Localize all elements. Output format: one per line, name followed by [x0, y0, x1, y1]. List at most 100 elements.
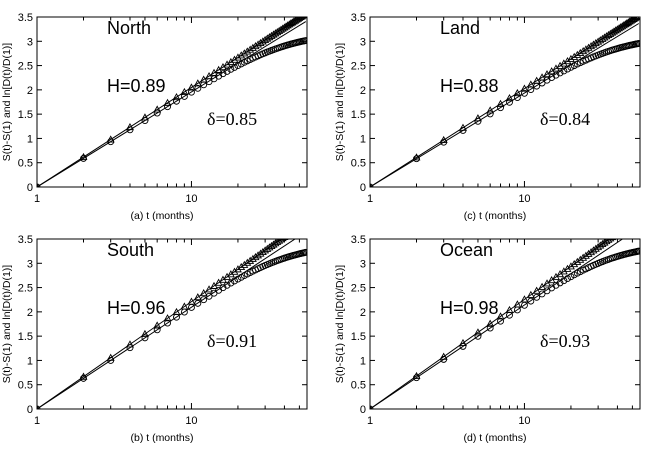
delta-annotation: δ=0.85	[207, 109, 257, 129]
y-tick-label: 2	[27, 85, 33, 97]
y-tick-label: 3.5	[351, 234, 366, 246]
panel-title: North	[107, 18, 151, 38]
data-point-D	[173, 97, 180, 105]
H-annotation: H=0.98	[440, 298, 499, 318]
data-point-S	[300, 221, 306, 227]
y-axis-label: S(t)-S(1) and ln[D(t)/D(1)]	[1, 43, 13, 162]
data-point-D	[194, 84, 202, 92]
data-point-D	[459, 342, 467, 350]
data-point-D	[513, 94, 521, 101]
data-point-S	[618, 228, 624, 234]
delta-annotation: δ=0.91	[207, 331, 257, 351]
data-point-S	[296, 223, 302, 229]
data-point-S	[566, 54, 575, 62]
data-point-S	[626, 222, 632, 228]
panel-title: Ocean	[440, 240, 493, 260]
plot-area	[370, 17, 640, 187]
data-point-D	[187, 88, 195, 96]
data-point-D	[223, 68, 231, 75]
data-point-S	[140, 329, 149, 337]
data-point-S	[619, 227, 625, 233]
data-point-S	[37, 182, 40, 187]
data-point-S	[240, 49, 249, 57]
data-point-S	[298, 17, 306, 20]
data-point-S	[243, 258, 252, 266]
H-annotation: H=0.96	[107, 298, 166, 318]
fit-line-delta	[37, 239, 296, 409]
plot-frame	[369, 238, 641, 410]
x-tick-label: 10	[185, 193, 197, 205]
data-point-S	[153, 321, 162, 329]
data-point-S	[629, 220, 635, 226]
data-point-S	[291, 227, 297, 233]
fit-line-H	[370, 239, 611, 409]
data-point-S	[634, 17, 640, 19]
data-point-S	[581, 251, 590, 259]
fit-line-H	[370, 17, 638, 187]
y-tick-label: 0.5	[351, 380, 366, 392]
data-point-D	[459, 126, 467, 134]
data-point-S	[79, 372, 88, 380]
data-point-S	[292, 226, 298, 232]
data-point-D	[635, 40, 640, 47]
data-point-S	[237, 51, 246, 59]
data-point-S	[243, 47, 252, 55]
data-point-S	[303, 219, 309, 225]
x-axis-caption: (d) t (months)	[463, 432, 526, 444]
data-point-S	[628, 221, 634, 227]
data-point-S	[624, 224, 630, 230]
y-tick-label: 2.5	[351, 283, 366, 295]
y-tick-label: 3	[27, 36, 33, 48]
data-point-D	[527, 297, 535, 305]
data-point-D	[560, 277, 568, 285]
y-tick-label: 1	[27, 133, 33, 145]
data-point-S	[526, 80, 535, 88]
data-point-D	[141, 117, 149, 125]
data-point-S	[301, 220, 307, 226]
data-point-S	[230, 267, 239, 275]
data-point-S	[251, 252, 260, 261]
y-tick-label: 2.5	[351, 61, 366, 73]
data-point-D	[231, 63, 238, 71]
data-point-D	[413, 155, 420, 163]
data-point-S	[275, 26, 284, 34]
y-tick-label: 1	[27, 355, 33, 367]
data-point-D	[564, 65, 571, 73]
data-point-S	[570, 52, 579, 60]
x-tick-label: 1	[367, 415, 373, 427]
data-point-S	[496, 312, 505, 320]
data-point-D	[556, 69, 564, 77]
data-point-S	[486, 106, 495, 114]
y-tick-label: 3.5	[18, 234, 33, 246]
data-point-D	[538, 290, 546, 298]
data-point-D	[527, 86, 535, 93]
data-point-D	[474, 332, 482, 340]
y-tick-label: 3	[27, 258, 33, 270]
data-point-S	[473, 328, 482, 336]
data-point-S	[520, 84, 529, 92]
data-point-D	[200, 296, 208, 304]
panel-north: 0 0.5 1 1.5 2 2.5 3 3.5 1 10 (a) t (months) S(t)-S(…	[1, 12, 308, 222]
y-tick-label: 0	[27, 404, 33, 416]
data-point-S	[611, 233, 617, 239]
data-point-D	[223, 281, 231, 289]
x-axis-caption: (c) t (months)	[464, 210, 526, 222]
data-point-S	[193, 293, 202, 301]
y-tick-label: 2	[27, 307, 33, 319]
data-point-S	[573, 257, 582, 265]
data-point-S	[606, 239, 615, 242]
data-point-D	[497, 104, 504, 112]
y-tick-label: 3.5	[18, 12, 33, 24]
data-point-D	[506, 311, 513, 319]
data-point-S	[576, 48, 585, 56]
plot-frame	[369, 16, 641, 188]
data-point-S	[79, 152, 88, 161]
fit-line-delta	[37, 21, 307, 187]
data-point-D	[164, 319, 171, 327]
panel-south: 0 0.5 1 1.5 2 2.5 3 3.5 1 10 (b) t (months) S(t)-S(…	[1, 219, 309, 444]
y-tick-label: 1	[360, 355, 366, 367]
y-tick-label: 2	[360, 85, 366, 97]
data-point-D	[486, 110, 494, 118]
data-point-S	[636, 215, 642, 221]
data-point-S	[486, 319, 495, 327]
